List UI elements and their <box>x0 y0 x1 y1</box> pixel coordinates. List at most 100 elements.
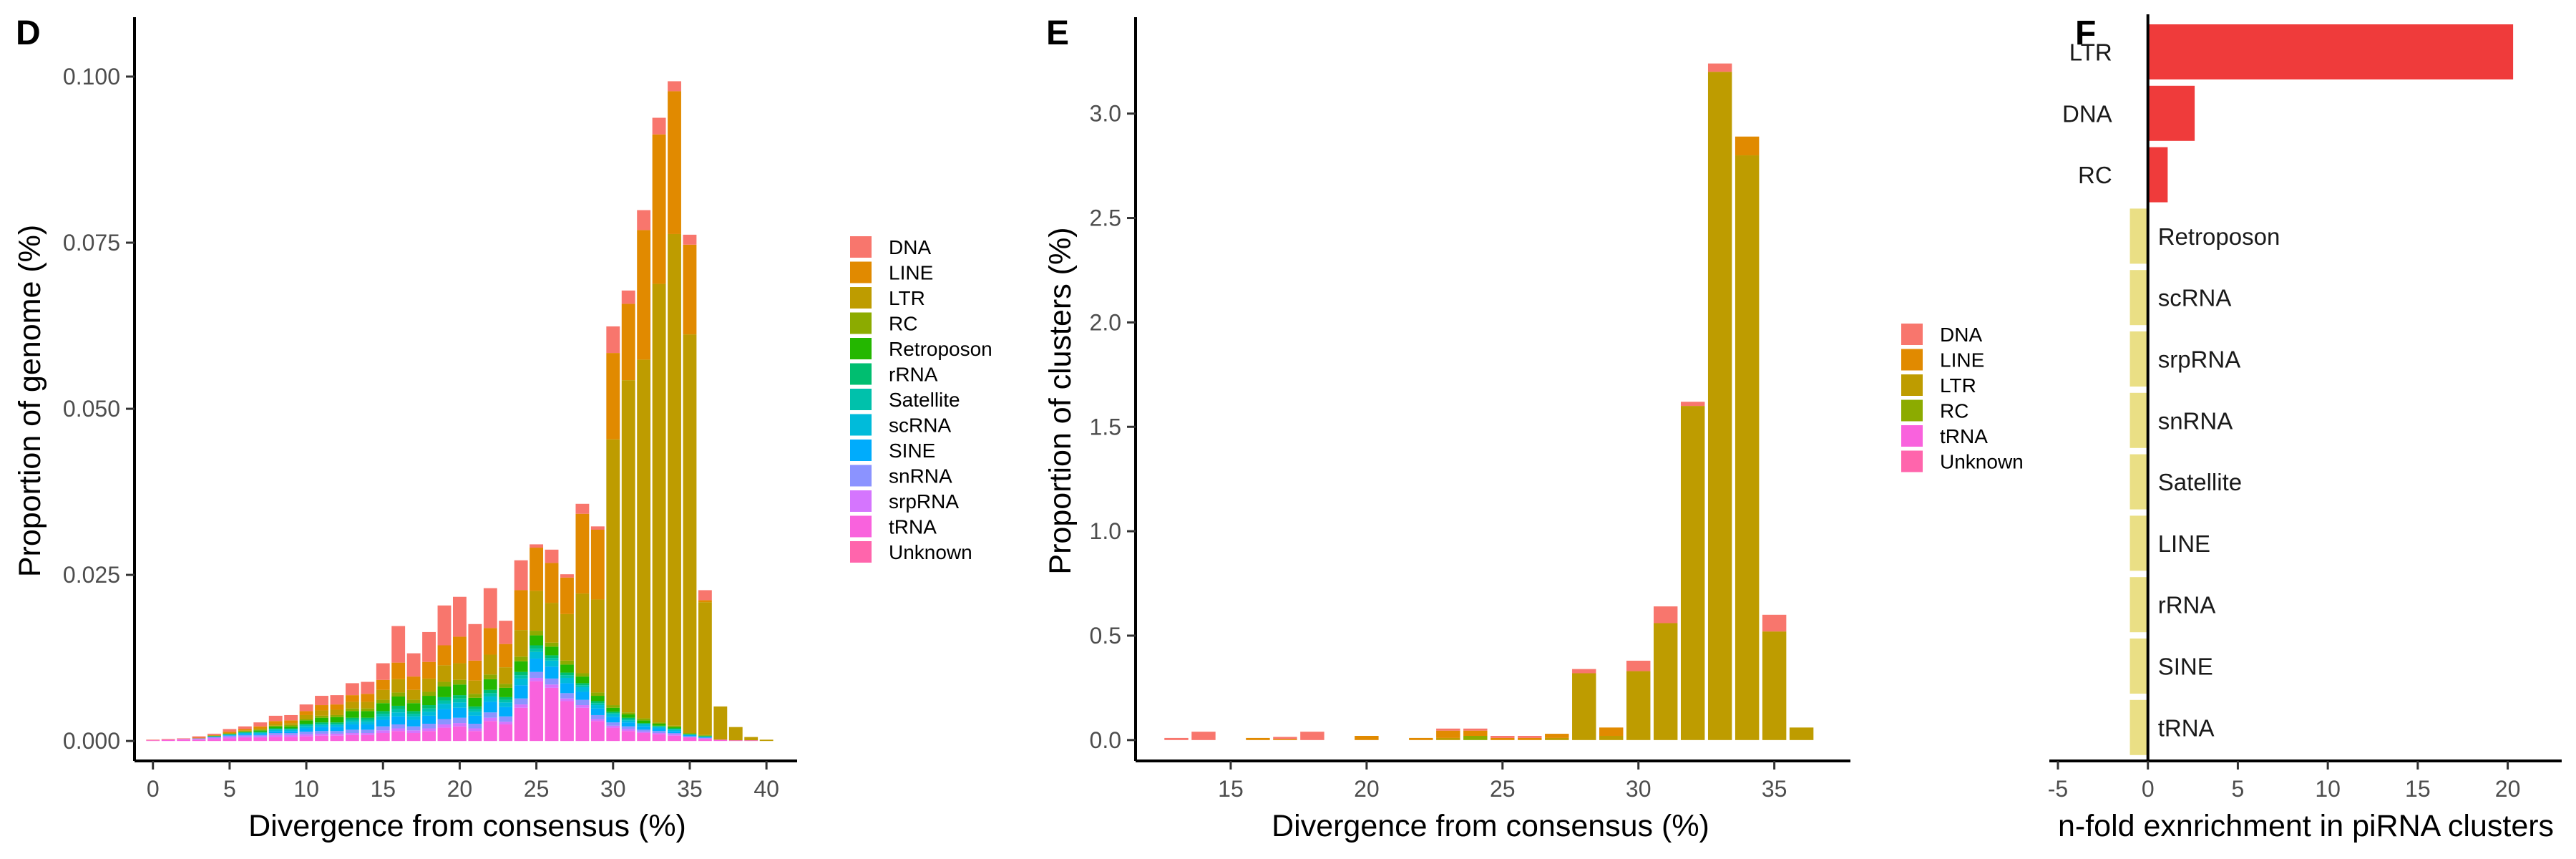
d-bar-RC-33 <box>652 722 666 724</box>
f-bar-SINE <box>2129 639 2148 694</box>
d-bar-tRNA-18 <box>422 731 436 742</box>
d-bar-Satellite-25 <box>530 649 544 652</box>
f-x-tick-label-2: 5 <box>2232 776 2245 802</box>
d-legend-key-DNA <box>850 236 872 258</box>
d-bar-LTR-26 <box>545 603 559 643</box>
d-x-tick-label-0: 0 <box>147 776 160 802</box>
d-bar-DNA-15 <box>376 663 390 680</box>
d-bar-snRNA-5 <box>223 735 237 737</box>
d-bar-SINE-25 <box>530 659 544 672</box>
f-category-label-SINE: SINE <box>2158 654 2213 680</box>
d-bar-snRNA-36 <box>698 737 712 739</box>
d-bar-LTR-23 <box>499 667 513 684</box>
d-bar-SINE-6 <box>238 733 252 735</box>
d-bar-scRNA-16 <box>391 712 406 717</box>
d-bar-srpRNA-36 <box>698 738 712 739</box>
e-bar-LINE-27 <box>1545 734 1569 738</box>
d-bar-Retroposon-16 <box>391 696 406 706</box>
d-bar-scRNA-22 <box>483 696 497 702</box>
d-bar-DNA-22 <box>483 588 497 629</box>
d-bar-LTR-17 <box>406 689 421 700</box>
d-bar-DNA-23 <box>499 621 513 644</box>
e-bar-LINE-20 <box>1355 735 1379 740</box>
panel-f-tag: F <box>2075 14 2096 52</box>
e-y-tick-label-1: 0.5 <box>1090 623 1121 649</box>
d-bar-Retroposon-8 <box>268 726 283 729</box>
d-bar-RC-11 <box>315 715 328 718</box>
d-bar-srpRNA-11 <box>315 733 328 736</box>
f-x-tick-label-5: 20 <box>2495 776 2521 802</box>
d-bar-tRNA-33 <box>652 734 666 742</box>
panel-e-y-axis-title: Proportion of clusters (%) <box>1043 227 1078 574</box>
d-bar-SINE-29 <box>590 708 605 715</box>
d-x-tick-label-20: 20 <box>447 776 473 802</box>
d-bar-LTR-9 <box>284 723 298 725</box>
d-bar-Satellite-31 <box>621 719 635 721</box>
d-y-tick-label-1: 0.025 <box>63 562 120 588</box>
d-bar-DNA-36 <box>698 590 712 601</box>
d-bar-DNA-0 <box>146 739 160 741</box>
d-bar-Retroposon-20 <box>452 684 467 696</box>
panel-d-chart: D 0 5 10 15 20 25 30 35 40 0.000 0.025 0.050 0.075 0.… <box>13 14 992 843</box>
d-bar-LTR-10 <box>299 714 313 719</box>
d-bar-tRNA-14 <box>361 734 375 742</box>
d-y-tick-label-0: 0.000 <box>63 728 120 754</box>
d-x-tick-label-10: 10 <box>293 776 319 802</box>
d-bar-Retroposon-7 <box>253 730 268 732</box>
d-bar-DNA-6 <box>238 726 252 729</box>
d-bar-tRNA-3 <box>192 739 206 742</box>
d-bar-scRNA-32 <box>637 724 651 727</box>
d-bar-LTR-27 <box>560 613 574 661</box>
d-bar-tRNA-22 <box>483 721 497 742</box>
d-bar-snRNA-21 <box>468 724 482 729</box>
d-bar-RC-24 <box>514 656 528 661</box>
d-bar-rRNA-21 <box>468 706 482 709</box>
d-legend-label-Retroposon: Retroposon <box>889 338 992 360</box>
d-bar-RC-18 <box>422 691 436 697</box>
d-bar-SINE-18 <box>422 715 436 724</box>
d-bar-rRNA-17 <box>406 711 421 714</box>
f-category-label-LTR: LTR <box>2069 39 2112 66</box>
d-bar-RC-25 <box>530 631 544 636</box>
d-bar-snRNA-32 <box>637 729 651 732</box>
d-y-tick-label-3: 0.075 <box>63 230 120 256</box>
d-bar-DNA-7 <box>253 722 268 727</box>
d-bar-scRNA-7 <box>253 733 268 734</box>
d-legend-label-LINE: LINE <box>889 262 933 284</box>
d-bar-snRNA-19 <box>437 719 452 724</box>
d-bar-srpRNA-27 <box>560 698 574 702</box>
d-bar-tRNA-2 <box>177 739 191 742</box>
d-bar-LINE-36 <box>698 600 712 603</box>
d-bar-tRNA-36 <box>698 739 712 742</box>
d-bar-rRNA-32 <box>637 723 651 724</box>
d-bar-tRNA-29 <box>590 721 605 742</box>
d-bar-LINE-23 <box>499 644 513 668</box>
panel-f-x-axis-title: n-fold exnrichment in piRNA clusters <box>2058 809 2554 843</box>
d-bar-LTR-38 <box>728 727 743 741</box>
panel-d-x-axis-title: Divergence from consensus (%) <box>248 809 686 843</box>
d-legend-key-srpRNA <box>850 490 872 512</box>
d-x-tick-label-5: 5 <box>223 776 236 802</box>
d-bar-Retroposon-36 <box>698 735 712 737</box>
d-bar-Retroposon-30 <box>606 707 620 712</box>
e-legend-key-tRNA <box>1901 425 1923 447</box>
d-bar-scRNA-17 <box>406 716 421 720</box>
d-bar-SINE-20 <box>452 707 467 718</box>
d-bar-snRNA-20 <box>452 717 467 724</box>
d-bar-scRNA-31 <box>621 720 635 723</box>
d-bar-SINE-22 <box>483 702 497 713</box>
d-bar-snRNA-6 <box>238 734 252 737</box>
d-bar-LTR-18 <box>422 678 436 692</box>
d-bar-tRNA-19 <box>437 727 452 742</box>
e-bar-DNA-33 <box>1707 63 1732 72</box>
d-bar-Satellite-27 <box>560 675 574 678</box>
f-category-label-srpRNA: srpRNA <box>2158 346 2241 373</box>
d-bar-snRNA-27 <box>560 693 574 699</box>
d-bar-Retroposon-27 <box>560 664 574 673</box>
d-bar-LINE-21 <box>468 660 482 681</box>
d-bar-Satellite-23 <box>499 699 513 703</box>
d-bar-rRNA-11 <box>315 722 328 724</box>
d-bar-srpRNA-33 <box>652 733 666 734</box>
d-bar-LINE-11 <box>315 705 328 711</box>
